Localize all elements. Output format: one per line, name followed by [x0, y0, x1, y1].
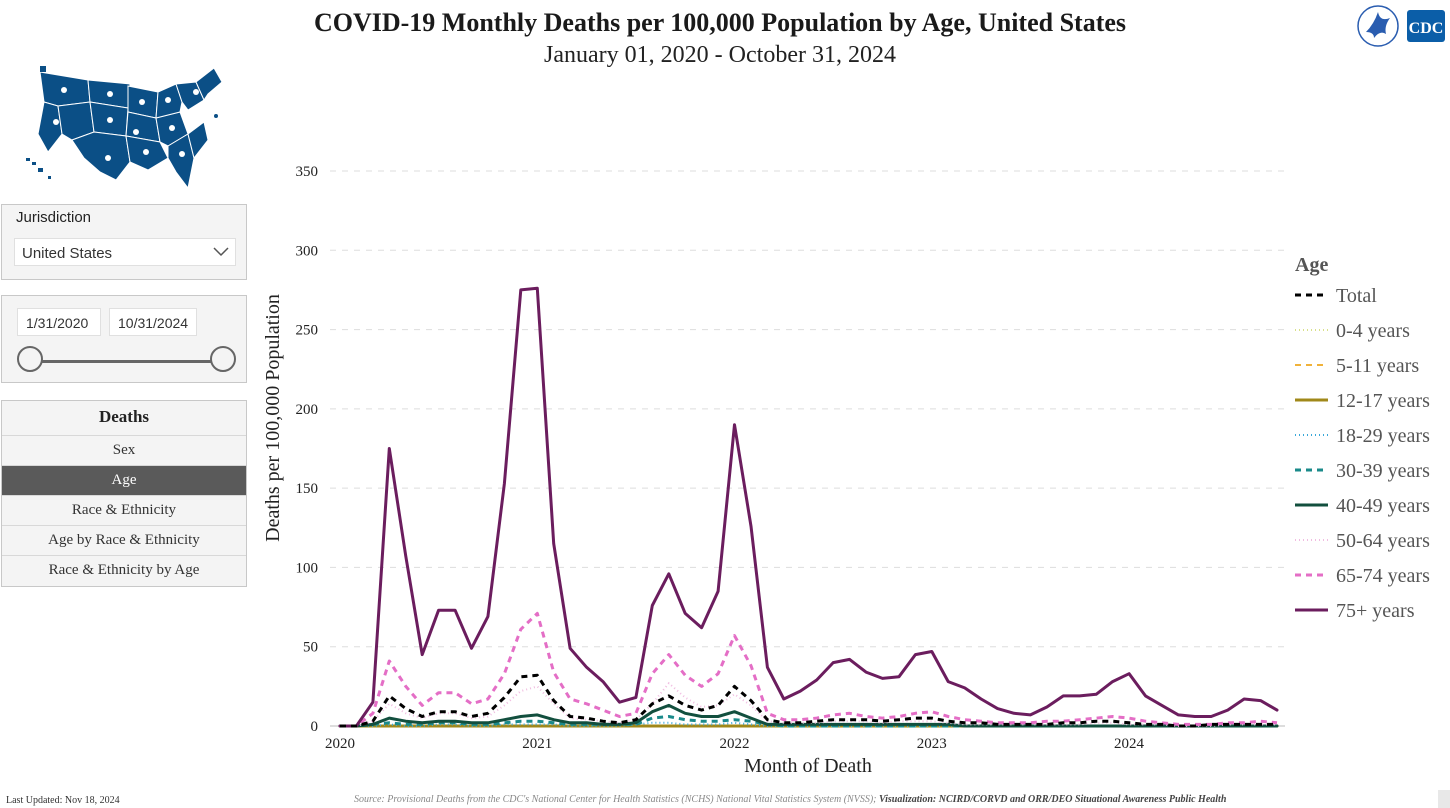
y-axis-title: Deaths per 100,000 Population [262, 294, 284, 542]
legend-label: 0-4 years [1336, 320, 1410, 342]
series-line-total[interactable] [340, 673, 1277, 728]
start-date-field[interactable]: 1/31/2020 [17, 308, 101, 336]
date-slider-start-handle[interactable] [17, 346, 43, 372]
nav-item-race-ethnicity[interactable]: Race & Ethnicity [2, 496, 246, 526]
series-line-75-years[interactable] [338, 286, 1279, 728]
y-tick-label: 150 [296, 481, 319, 497]
y-tick-label: 250 [296, 323, 319, 339]
legend-item[interactable]: 5-11 years [1295, 355, 1419, 377]
cdc-logo-icon[interactable]: CDC [1406, 4, 1446, 48]
legend-label: 75+ years [1336, 600, 1415, 622]
nav-item-age[interactable]: Age [2, 466, 246, 496]
legend-item[interactable]: 18-29 years [1295, 425, 1430, 447]
legend-item[interactable]: 12-17 years [1295, 390, 1430, 412]
corner-marker [1438, 790, 1450, 808]
jurisdiction-label: Jurisdiction [16, 209, 92, 226]
y-tick-label: 0 [311, 719, 319, 735]
page-subtitle: January 01, 2020 - October 31, 2024 [544, 42, 896, 68]
x-tick-label: 2024 [1114, 736, 1145, 752]
page-title: COVID-19 Monthly Deaths per 100,000 Popu… [313, 8, 1127, 37]
jurisdiction-value: United States [22, 245, 113, 262]
series-line-40-49-years[interactable] [338, 703, 1279, 728]
legend-item[interactable]: 75+ years [1295, 600, 1415, 622]
y-tick-label: 300 [296, 243, 319, 259]
deaths-nav-header: Deaths [2, 401, 246, 436]
jurisdiction-select[interactable]: United States [14, 238, 236, 266]
nav-item-age-by-race-ethnicity[interactable]: Age by Race & Ethnicity [2, 526, 246, 556]
legend-title: Age [1295, 254, 1328, 276]
y-tick-label: 100 [296, 560, 319, 576]
legend-label: 50-64 years [1336, 530, 1430, 552]
nav-item-sex[interactable]: Sex [2, 436, 246, 466]
visualization-credit: Visualization: NCIRD/CORVD and ORR/DEO S… [878, 794, 1227, 805]
legend-item[interactable]: 40-49 years [1295, 495, 1430, 517]
legend-item[interactable]: Total [1295, 285, 1377, 307]
legend-item[interactable]: 0-4 years [1295, 320, 1410, 342]
source-note: Source: Provisional Deaths from the CDC'… [354, 794, 1444, 805]
legend-label: 12-17 years [1336, 390, 1430, 412]
deaths-nav: Deaths Sex Age Race & Ethnicity Age by R… [1, 400, 247, 587]
jurisdiction-panel: Jurisdiction United States [1, 204, 247, 280]
legend-label: 5-11 years [1336, 355, 1419, 377]
y-tick-label: 350 [296, 164, 319, 180]
us-map-icon[interactable] [18, 62, 230, 198]
legend-label: 40-49 years [1336, 495, 1430, 517]
legend-item[interactable]: 65-74 years [1295, 565, 1430, 587]
x-tick-label: 2022 [720, 736, 750, 752]
x-tick-label: 2023 [917, 736, 947, 752]
hhs-logo-icon[interactable] [1356, 4, 1400, 48]
chevron-down-icon [213, 247, 229, 257]
legend-label: 65-74 years [1336, 565, 1430, 587]
nav-item-race-ethnicity-by-age[interactable]: Race & Ethnicity by Age [2, 556, 246, 586]
end-date-field[interactable]: 10/31/2024 [109, 308, 197, 336]
x-axis-title: Month of Death [744, 755, 872, 777]
legend-label: 30-39 years [1336, 460, 1430, 482]
x-tick-label: 2021 [522, 736, 552, 752]
legend-item[interactable]: 50-64 years [1295, 530, 1430, 552]
date-slider-end-handle[interactable] [210, 346, 236, 372]
series-line-65-74-years[interactable] [340, 611, 1278, 728]
date-range-panel: 1/31/2020 10/31/2024 [1, 295, 247, 383]
source-text: Source: Provisional Deaths from the CDC'… [354, 794, 877, 805]
cdc-logo-text: CDC [1409, 20, 1444, 37]
x-tick-label: 2020 [325, 736, 355, 752]
series-line-50-64-years[interactable] [340, 682, 1277, 727]
legend-item[interactable]: 30-39 years [1295, 460, 1430, 482]
last-updated-text: Last Updated: Nov 18, 2024 [6, 795, 120, 806]
series-line-18-29-years[interactable] [340, 721, 1277, 727]
y-tick-label: 200 [296, 402, 319, 418]
y-tick-label: 50 [303, 640, 318, 656]
date-slider-track[interactable] [30, 360, 224, 363]
legend-label: 18-29 years [1336, 425, 1430, 447]
legend-label: Total [1336, 285, 1377, 307]
